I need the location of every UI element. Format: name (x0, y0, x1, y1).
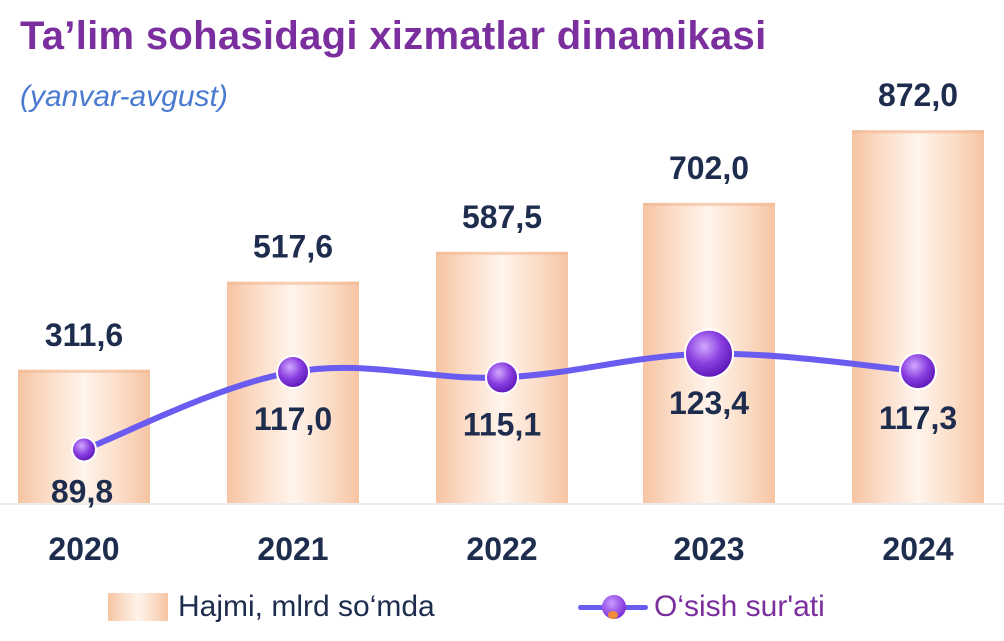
growth-point-2022 (485, 360, 519, 395)
x-tick-label-2020: 2020 (48, 531, 119, 567)
growth-point-2024 (899, 352, 937, 391)
x-tick-label-2023: 2023 (673, 531, 744, 567)
legend-bar-label: Hajmi, mlrd so‘mda (178, 590, 435, 623)
chart-plot: 311,6 517,6 587,5 702,0 872,0 2020 2021 2022 202… (0, 77, 1004, 567)
legend-bar-swatch (108, 593, 168, 621)
bar-value-label-2020: 311,6 (45, 317, 123, 353)
legend-line-swatch (578, 587, 648, 627)
growth-value-label-2020: 89,8 (51, 474, 113, 510)
x-tick-label-2022: 2022 (466, 531, 537, 567)
bar-cap-2021 (227, 281, 359, 285)
legend-item-line: O‘sish sur'ati (578, 583, 825, 631)
bar-value-label-2024: 872,0 (878, 77, 958, 113)
bar-cap-2022 (436, 251, 568, 255)
legend-line-label: O‘sish sur'ati (654, 590, 825, 623)
chart-legend: Hajmi, mlrd so‘mda O‘sish sur'ati (0, 583, 1004, 631)
bar-cap-2024 (852, 130, 984, 134)
growth-point-2021 (276, 355, 310, 389)
growth-value-label-2021: 117,0 (254, 401, 332, 437)
x-tick-label-2021: 2021 (257, 531, 328, 567)
growth-value-label-2024: 117,3 (879, 400, 957, 436)
bar-2024 (852, 130, 984, 503)
bar-2021 (227, 281, 359, 503)
bar-value-label-2023: 702,0 (669, 150, 749, 186)
growth-point-2020 (71, 436, 97, 463)
growth-value-label-2023: 123,4 (669, 385, 749, 421)
chart-title: Ta’lim sohasidagi xizmatlar dinamikasi (20, 14, 767, 58)
chart-subtitle: (yanvar-avgust) (20, 80, 228, 113)
bar-value-label-2022: 587,5 (462, 199, 542, 235)
bar-value-label-2021: 517,6 (253, 229, 333, 265)
x-tick-label-2024: 2024 (882, 531, 953, 567)
growth-point-2023 (684, 328, 734, 379)
bar-2020 (18, 369, 150, 503)
growth-value-label-2022: 115,1 (463, 406, 541, 442)
bar-cap-2023 (643, 202, 775, 206)
bar-cap-2020 (18, 369, 150, 373)
legend-item-bar: Hajmi, mlrd so‘mda (108, 583, 435, 631)
